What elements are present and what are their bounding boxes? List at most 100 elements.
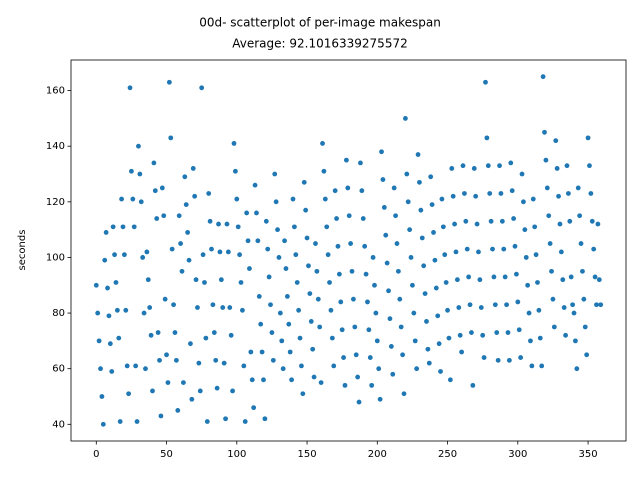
point bbox=[373, 310, 379, 316]
point bbox=[411, 310, 417, 316]
point bbox=[137, 171, 143, 177]
point bbox=[287, 349, 293, 355]
y-tick-label: 140 bbox=[46, 141, 65, 152]
point bbox=[335, 243, 341, 249]
point bbox=[477, 277, 483, 283]
point bbox=[436, 341, 442, 347]
point bbox=[422, 291, 428, 297]
point bbox=[248, 349, 254, 355]
point bbox=[518, 355, 524, 360]
point bbox=[353, 352, 359, 358]
point bbox=[116, 335, 122, 341]
point bbox=[331, 363, 337, 369]
point bbox=[325, 252, 331, 258]
point bbox=[537, 335, 543, 341]
point bbox=[433, 285, 439, 291]
point bbox=[502, 274, 508, 280]
point bbox=[99, 394, 105, 399]
point bbox=[168, 135, 174, 141]
point bbox=[186, 257, 192, 263]
point bbox=[228, 332, 234, 338]
point bbox=[487, 191, 493, 196]
point bbox=[381, 204, 387, 210]
point bbox=[280, 366, 286, 372]
point bbox=[147, 305, 153, 310]
point bbox=[568, 274, 574, 280]
point bbox=[112, 252, 117, 258]
point bbox=[332, 188, 338, 194]
point bbox=[349, 268, 355, 274]
point bbox=[315, 296, 321, 302]
point bbox=[523, 255, 529, 260]
point bbox=[145, 277, 151, 283]
point bbox=[438, 369, 443, 374]
point bbox=[369, 382, 375, 388]
point bbox=[588, 191, 594, 196]
point bbox=[459, 349, 465, 355]
point bbox=[225, 249, 231, 255]
point bbox=[505, 330, 511, 335]
point bbox=[512, 243, 518, 249]
point bbox=[106, 313, 112, 319]
point bbox=[196, 360, 202, 366]
point bbox=[388, 344, 394, 349]
point bbox=[313, 241, 318, 246]
x-tick-label: 150 bbox=[298, 449, 317, 460]
point bbox=[407, 227, 413, 233]
point bbox=[300, 391, 306, 397]
point bbox=[245, 238, 251, 244]
point bbox=[192, 193, 198, 199]
point bbox=[169, 246, 175, 252]
point bbox=[183, 202, 189, 208]
point bbox=[310, 346, 316, 352]
point bbox=[279, 338, 285, 344]
point bbox=[497, 163, 502, 169]
y-axis-label: seconds bbox=[17, 230, 28, 271]
point bbox=[571, 310, 577, 316]
point bbox=[463, 218, 469, 224]
point bbox=[195, 305, 200, 310]
point bbox=[134, 419, 140, 424]
x-tick-label: 50 bbox=[160, 449, 173, 460]
point bbox=[351, 296, 356, 302]
point bbox=[425, 346, 431, 352]
point bbox=[442, 252, 448, 258]
point bbox=[544, 185, 550, 191]
point bbox=[377, 396, 383, 402]
point bbox=[530, 196, 536, 202]
point bbox=[557, 221, 563, 227]
point bbox=[358, 160, 363, 166]
point bbox=[214, 385, 220, 391]
point bbox=[190, 166, 196, 171]
point bbox=[269, 330, 275, 335]
point bbox=[446, 335, 452, 341]
point bbox=[292, 224, 297, 230]
point bbox=[188, 341, 193, 347]
point bbox=[567, 218, 573, 224]
point bbox=[251, 405, 257, 411]
point bbox=[366, 327, 372, 333]
point bbox=[485, 163, 491, 169]
point bbox=[93, 282, 99, 288]
point bbox=[515, 299, 521, 305]
point bbox=[113, 280, 119, 285]
point bbox=[329, 335, 335, 341]
point bbox=[109, 369, 115, 374]
point bbox=[321, 168, 327, 174]
point bbox=[488, 218, 494, 224]
point bbox=[356, 399, 362, 405]
point bbox=[383, 232, 389, 238]
point bbox=[256, 293, 262, 299]
point bbox=[466, 274, 472, 280]
point bbox=[314, 268, 320, 274]
y-tick-label: 80 bbox=[52, 308, 65, 319]
point bbox=[462, 191, 467, 196]
chart-title: 00d- scatterplot of per-image makespan bbox=[199, 16, 441, 30]
point bbox=[176, 213, 182, 219]
point bbox=[556, 193, 561, 199]
point bbox=[540, 74, 546, 80]
point bbox=[395, 268, 401, 274]
point bbox=[123, 307, 129, 313]
point bbox=[232, 168, 238, 174]
